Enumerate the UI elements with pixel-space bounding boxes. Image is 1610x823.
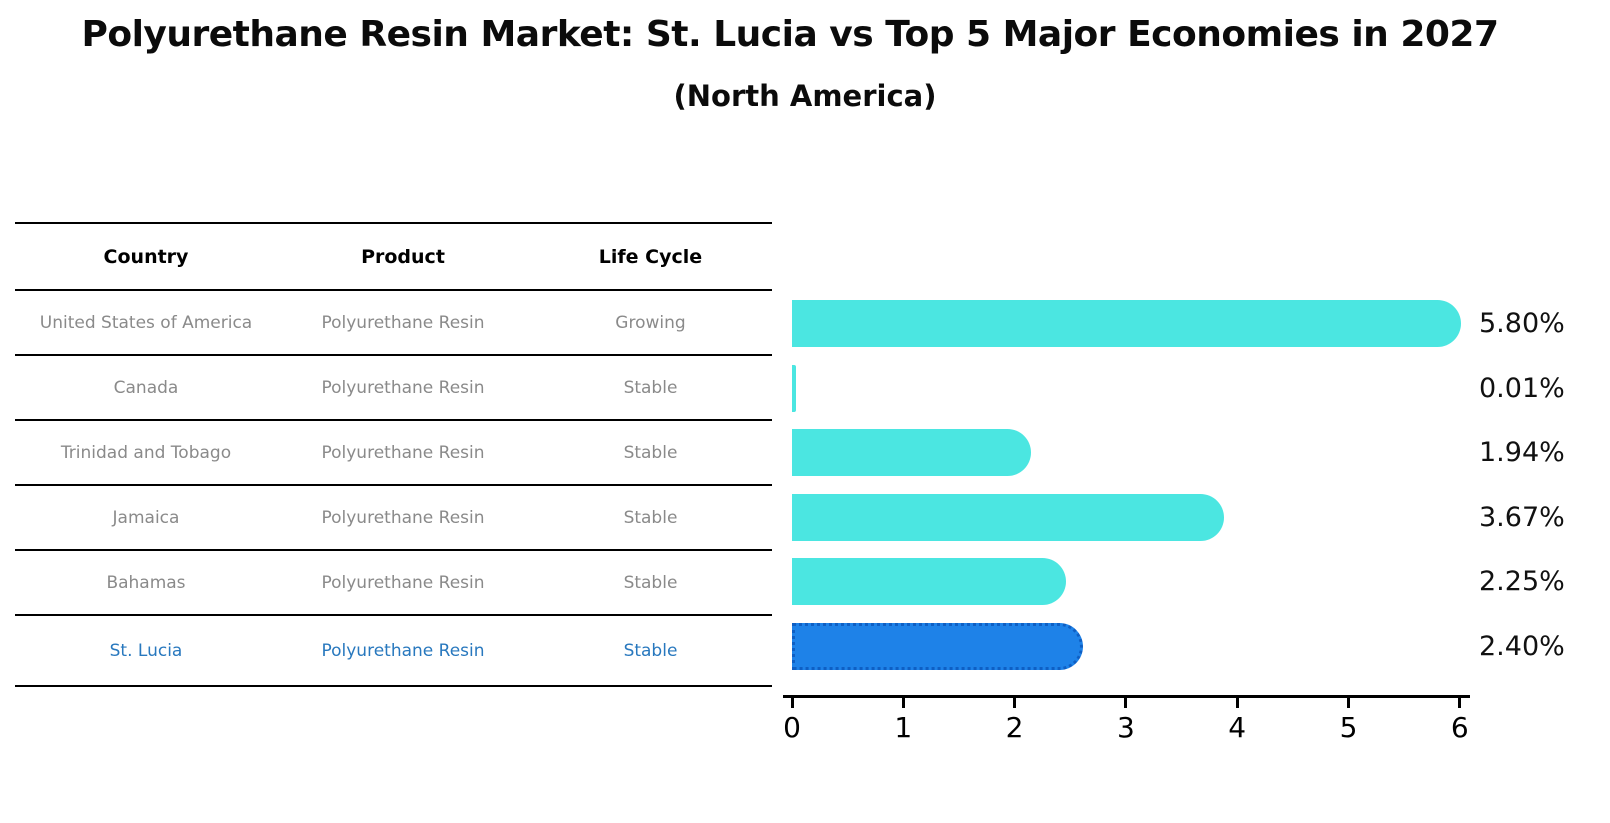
chart-title: Polyurethane Resin Market: St. Lucia vs … (81, 14, 1499, 55)
chart-subtitle: (North America) (673, 79, 937, 113)
table-row: Canada Polyurethane Resin Stable (15, 356, 772, 421)
table-row: Bahamas Polyurethane Resin Stable (15, 551, 772, 616)
table-cell-lifecycle: Growing (615, 312, 686, 333)
table-cell-lifecycle: Stable (623, 640, 678, 661)
table-cell-product: Polyurethane Resin (321, 442, 485, 463)
x-tick-label: 5 (1339, 711, 1358, 744)
table-cell-lifecycle: Stable (623, 377, 678, 398)
table-cell-product: Polyurethane Resin (321, 640, 485, 661)
table-header-product: Product (361, 245, 445, 268)
x-tick-label: 6 (1450, 711, 1469, 744)
table-cell-lifecycle: Stable (623, 572, 678, 593)
bar-4 (792, 558, 1066, 605)
table-row: St. Lucia Polyurethane Resin Stable (15, 616, 772, 687)
table-cell-product: Polyurethane Resin (321, 312, 485, 333)
x-tick-label: 3 (1116, 711, 1135, 744)
table-cell-country: Trinidad and Tobago (60, 442, 232, 463)
x-tick-mark (1458, 698, 1462, 708)
table-header-row: Country Product Life Cycle (15, 224, 772, 291)
table-cell-product: Polyurethane Resin (321, 507, 485, 528)
table-cell-lifecycle: Stable (623, 442, 678, 463)
bar-value-label: 0.01% (1479, 372, 1565, 404)
x-tick-label: 0 (783, 711, 801, 744)
bar-5 (792, 623, 1083, 670)
table-cell-country: Bahamas (106, 572, 186, 593)
x-tick-label: 1 (894, 711, 913, 744)
x-tick-label: 4 (1228, 711, 1247, 744)
x-tick-mark (1347, 698, 1350, 708)
table-row: Jamaica Polyurethane Resin Stable (15, 486, 772, 551)
table-body: United States of America Polyurethane Re… (15, 291, 772, 687)
table-cell-product: Polyurethane Resin (321, 572, 485, 593)
table-cell-country: United States of America (39, 312, 253, 333)
bar-0 (792, 300, 1461, 347)
bar-value-label: 2.25% (1479, 565, 1565, 597)
x-tick-mark (901, 698, 905, 708)
data-table: Country Product Life Cycle United States… (15, 222, 772, 687)
bar-1 (792, 365, 796, 412)
x-tick-mark (790, 698, 794, 708)
table-header-country: Country (103, 245, 189, 268)
bar-2 (792, 429, 1031, 476)
table-cell-country: Canada (113, 377, 179, 398)
table-row: Trinidad and Tobago Polyurethane Resin S… (15, 421, 772, 486)
bar-value-label: 1.94% (1479, 436, 1565, 468)
table-cell-country: Jamaica (112, 507, 180, 528)
bar-value-label: 5.80% (1479, 307, 1565, 339)
x-tick-mark (1013, 698, 1017, 708)
x-axis-line (783, 695, 1470, 698)
table-cell-lifecycle: Stable (623, 507, 678, 528)
x-tick-label: 2 (1005, 711, 1024, 744)
bar-value-label: 3.67% (1479, 501, 1565, 533)
bar-3 (792, 494, 1224, 541)
table-cell-product: Polyurethane Resin (321, 377, 485, 398)
bar-value-label: 2.40% (1479, 630, 1565, 662)
table-cell-country: St. Lucia (109, 640, 183, 661)
table-row: United States of America Polyurethane Re… (15, 291, 772, 356)
x-tick-mark (1124, 698, 1128, 708)
table-header-lifecycle: Life Cycle (598, 245, 703, 268)
x-tick-mark (1235, 698, 1239, 708)
